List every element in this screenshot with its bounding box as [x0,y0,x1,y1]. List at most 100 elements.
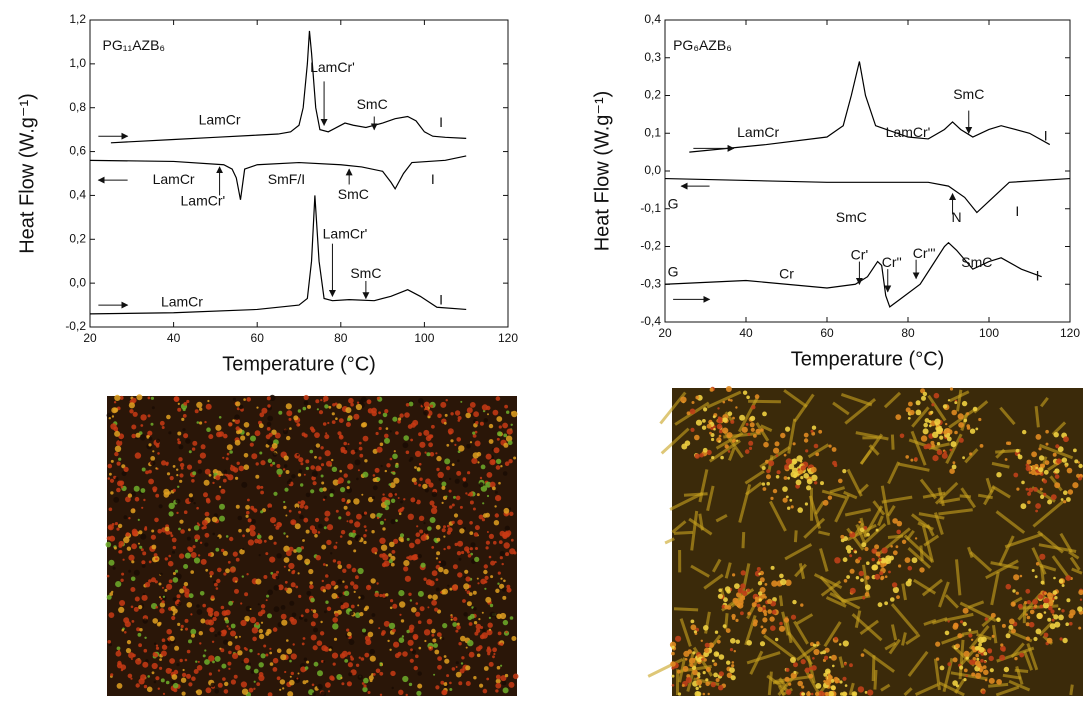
texture-dot [310,598,315,603]
texture-dot [782,486,788,492]
texture-dot [394,450,396,452]
texture-dot [235,636,238,639]
texture-dot [128,555,134,561]
texture-dot [785,427,790,432]
texture-dot [784,454,787,457]
texture-dot [466,681,471,686]
texture-dot [408,640,414,646]
texture-dot [326,461,332,467]
texture-dot [431,600,437,606]
texture-dot [717,407,719,409]
annotation: LamCr' [310,59,355,75]
texture-dot [254,669,259,674]
texture-dot [746,396,750,400]
texture-dot [327,524,333,530]
x-tick-label: 120 [1060,326,1080,340]
texture-dot [224,689,229,694]
texture-dot [267,404,270,407]
texture-dot [804,438,808,442]
texture-dot [811,430,814,433]
texture-dot [289,418,292,421]
texture-dot [742,427,748,433]
texture-dot [162,426,165,429]
texture-dot [425,452,427,454]
texture-dot [249,525,255,531]
texture-dot [198,554,200,556]
texture-dot [387,640,389,642]
texture-dot [719,654,725,660]
texture-dot [362,687,367,692]
texture-band [875,670,876,690]
texture-dot [346,564,351,569]
texture-dot [746,423,749,426]
texture-dot [344,506,348,510]
texture-dot [155,580,158,583]
texture-dot [354,591,356,593]
texture-dot [504,508,510,514]
texture-dot [332,412,335,415]
texture-dot [286,470,290,474]
texture-dot [269,652,272,655]
texture-dot [496,614,501,619]
texture-dot [463,583,469,589]
texture-dot [740,611,744,615]
texture-dot [741,570,746,575]
texture-dot [250,436,256,442]
texture-dot [476,629,480,633]
texture-dot [395,653,400,658]
texture-dot [260,510,263,513]
texture-dot [415,655,419,659]
annotation: Cr'' [882,254,902,270]
texture-dot [934,393,940,399]
texture-dot [328,406,331,409]
texture-dot [457,520,463,526]
texture-dot [192,545,195,548]
texture-dot [323,487,327,491]
texture-dot [402,507,405,510]
texture-dot [692,651,695,654]
texture-dot [330,552,332,554]
texture-dot [717,640,721,644]
texture-dot [418,484,421,487]
texture-dot [759,598,762,601]
texture-dot [183,586,187,590]
texture-dot [731,675,736,680]
texture-dot [391,499,395,503]
texture-dot [323,589,326,592]
texture-dot [154,653,159,658]
texture-dot [486,541,490,545]
texture-dot [416,602,419,605]
texture-dot [498,572,501,575]
texture-dot [1063,500,1066,503]
texture-dot [727,432,733,438]
texture-dot [272,443,278,449]
texture-dot [325,682,331,688]
texture-dot [221,664,226,669]
texture-dot [305,666,309,670]
texture-dot [470,441,472,443]
texture-dot [430,434,434,438]
texture-dot [701,658,704,661]
texture-dot [950,387,953,390]
texture-dot [399,413,403,417]
texture-dot [353,414,359,420]
texture-dot [131,560,134,563]
texture-dot [117,661,121,665]
texture-dot [734,650,736,652]
texture-dot [489,424,493,428]
texture-dot [1022,430,1026,434]
texture-dot [192,441,197,446]
texture-dot [131,508,136,513]
texture-dot [358,675,363,680]
texture-dot [214,611,220,617]
texture-dot [690,428,694,432]
texture-dot [807,479,813,485]
texture-dot [189,450,192,453]
texture-dot [284,455,289,460]
texture-dot [439,561,441,563]
texture-dot [814,444,819,449]
texture-dot [303,407,307,411]
texture-dot [280,679,285,684]
texture-dot [267,422,272,427]
texture-dot [335,403,338,406]
